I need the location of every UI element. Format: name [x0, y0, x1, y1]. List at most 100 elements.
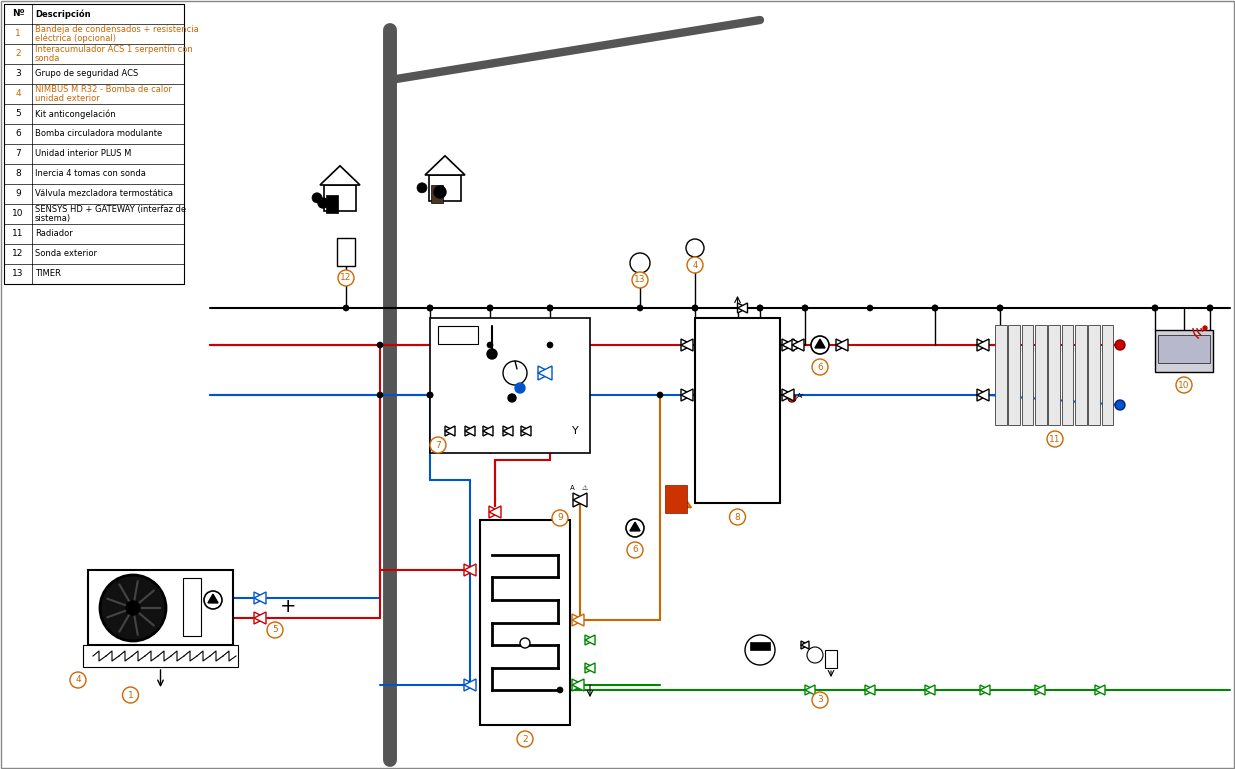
Text: Unidad interior PLUS M: Unidad interior PLUS M	[35, 149, 131, 158]
Text: Sonda exterior: Sonda exterior	[35, 249, 98, 258]
Text: Descripción: Descripción	[35, 9, 90, 18]
Circle shape	[632, 272, 648, 288]
Text: 10: 10	[1178, 381, 1189, 390]
Polygon shape	[805, 685, 815, 695]
Text: 3: 3	[818, 695, 823, 704]
Circle shape	[100, 575, 165, 641]
Text: 5: 5	[15, 109, 21, 118]
Polygon shape	[782, 339, 794, 351]
Text: 12: 12	[12, 249, 23, 258]
Text: 9: 9	[15, 189, 21, 198]
Circle shape	[1207, 305, 1213, 311]
Text: 4: 4	[75, 675, 80, 684]
Polygon shape	[680, 339, 693, 351]
Polygon shape	[425, 156, 466, 175]
Text: Radiador: Radiador	[35, 229, 73, 238]
Polygon shape	[466, 426, 475, 436]
Circle shape	[515, 383, 525, 393]
Circle shape	[520, 638, 530, 648]
Polygon shape	[925, 685, 935, 695]
Text: Bomba circuladora modulante: Bomba circuladora modulante	[35, 129, 162, 138]
Polygon shape	[792, 339, 804, 351]
Polygon shape	[805, 685, 815, 695]
Text: unidad exterior: unidad exterior	[35, 94, 100, 103]
Circle shape	[637, 305, 643, 311]
Circle shape	[557, 687, 563, 693]
Polygon shape	[680, 389, 693, 401]
Bar	[1008, 325, 1020, 425]
Circle shape	[657, 392, 663, 398]
Text: TIMER: TIMER	[35, 269, 61, 278]
Bar	[430, 318, 590, 453]
Polygon shape	[445, 426, 454, 436]
Circle shape	[503, 361, 527, 385]
Polygon shape	[981, 685, 990, 695]
Text: 13: 13	[635, 275, 646, 285]
Polygon shape	[836, 339, 848, 351]
Circle shape	[487, 342, 493, 348]
Circle shape	[517, 731, 534, 747]
Bar	[1155, 330, 1213, 372]
Circle shape	[1115, 400, 1125, 410]
Polygon shape	[737, 303, 747, 313]
Bar	[1102, 325, 1114, 425]
Polygon shape	[521, 426, 531, 436]
Polygon shape	[464, 564, 475, 576]
Circle shape	[627, 542, 643, 558]
Circle shape	[997, 305, 1003, 311]
Polygon shape	[538, 366, 552, 380]
Circle shape	[508, 394, 516, 402]
Text: 11: 11	[1050, 434, 1061, 444]
Bar	[1088, 325, 1100, 425]
Circle shape	[626, 519, 643, 537]
Bar	[480, 520, 571, 725]
Polygon shape	[573, 493, 587, 507]
Circle shape	[932, 305, 939, 311]
Circle shape	[547, 305, 553, 311]
Circle shape	[687, 257, 703, 273]
Polygon shape	[489, 506, 501, 518]
Bar	[326, 195, 338, 213]
Text: 10: 10	[12, 209, 23, 218]
Polygon shape	[802, 641, 809, 649]
Bar	[1021, 325, 1034, 425]
Polygon shape	[815, 339, 825, 348]
Text: 9: 9	[557, 514, 563, 522]
Text: ⚠: ⚠	[582, 485, 588, 491]
Circle shape	[267, 622, 283, 638]
Circle shape	[932, 305, 939, 311]
Text: 2: 2	[522, 734, 527, 744]
Circle shape	[788, 394, 797, 402]
Circle shape	[1207, 305, 1213, 311]
Text: 13: 13	[12, 269, 23, 278]
Bar	[324, 185, 356, 211]
Circle shape	[1203, 326, 1207, 330]
Polygon shape	[792, 339, 804, 351]
Bar	[438, 326, 478, 344]
Polygon shape	[680, 389, 693, 401]
Text: sonda: sonda	[35, 54, 61, 63]
Bar	[1062, 325, 1073, 425]
Text: Grupo de seguridad ACS: Grupo de seguridad ACS	[35, 69, 138, 78]
Text: 7: 7	[15, 149, 21, 158]
Circle shape	[630, 253, 650, 273]
Text: Y: Y	[572, 426, 578, 436]
Circle shape	[204, 591, 222, 609]
Circle shape	[430, 437, 446, 453]
Text: A: A	[569, 485, 574, 491]
Text: Válvula mezcladora termostática: Válvula mezcladora termostática	[35, 189, 173, 198]
Polygon shape	[503, 426, 513, 436]
Polygon shape	[782, 339, 794, 351]
Polygon shape	[925, 685, 935, 695]
Circle shape	[552, 510, 568, 526]
Circle shape	[427, 392, 433, 398]
Circle shape	[730, 509, 746, 525]
Circle shape	[122, 687, 138, 703]
Polygon shape	[836, 339, 848, 351]
Text: Inercia 4 tomas con sonda: Inercia 4 tomas con sonda	[35, 169, 146, 178]
Circle shape	[427, 305, 433, 311]
Circle shape	[312, 193, 322, 203]
Polygon shape	[585, 663, 595, 673]
Bar	[995, 325, 1007, 425]
Polygon shape	[802, 641, 809, 649]
